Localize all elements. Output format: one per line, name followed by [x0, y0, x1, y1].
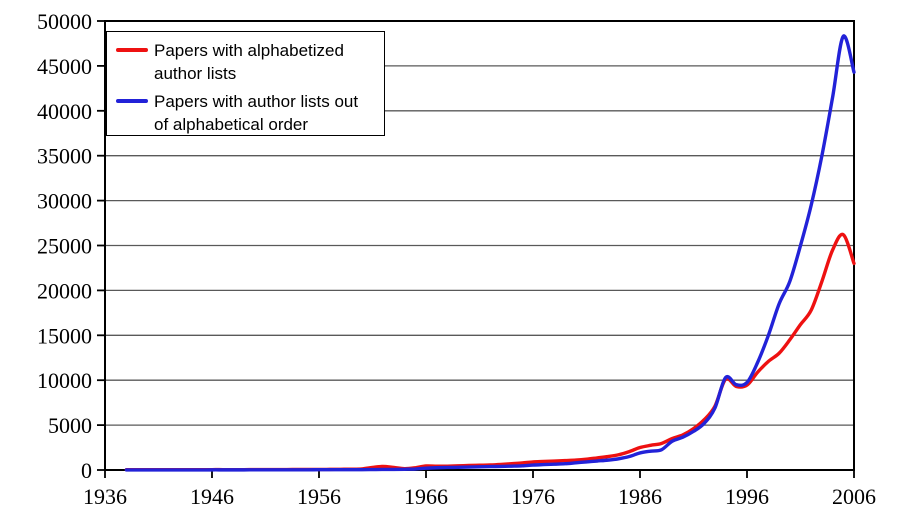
legend-swatch-blue-line	[116, 99, 148, 103]
x-tick-label: 2006	[832, 484, 876, 509]
legend-item-nonalphabetized: Papers with author lists out of alphabet…	[116, 90, 384, 136]
legend-swatch-red-line	[116, 48, 148, 52]
x-tick-label: 1976	[511, 484, 555, 509]
legend-label-line: of alphabetical order	[154, 115, 309, 134]
x-tick-label: 1966	[404, 484, 448, 509]
legend-item-alphabetized: Papers with alphabetized author lists	[116, 39, 384, 85]
series-line-1	[124, 34, 856, 472]
y-tick-label: 20000	[37, 278, 92, 303]
y-tick-label: 5000	[48, 413, 92, 438]
y-tick-label: 50000	[37, 9, 92, 34]
y-tick-label: 10000	[37, 368, 92, 393]
y-tick-label: 15000	[37, 323, 92, 348]
x-tick-label: 1956	[297, 484, 341, 509]
x-tick-label: 1996	[725, 484, 769, 509]
legend-label-nonalphabetized: Papers with author lists out of alphabet…	[154, 90, 358, 136]
legend-label-line: Papers with alphabetized	[154, 41, 344, 60]
y-tick-label: 40000	[37, 99, 92, 124]
legend-label-alphabetized: Papers with alphabetized author lists	[154, 39, 344, 85]
legend-label-line: Papers with author lists out	[154, 92, 359, 111]
x-tick-label: 1936	[83, 484, 127, 509]
y-tick-label: 0	[81, 458, 92, 483]
x-tick-label: 1946	[190, 484, 234, 509]
y-tick-label: 45000	[37, 54, 92, 79]
x-tick-label: 1986	[618, 484, 662, 509]
y-tick-label: 35000	[37, 144, 92, 169]
y-tick-label: 25000	[37, 234, 92, 259]
y-tick-label: 30000	[37, 189, 92, 214]
legend: Papers with alphabetized author lists Pa…	[106, 31, 385, 136]
series-line-0	[124, 232, 856, 472]
legend-label-line: author lists	[154, 64, 237, 83]
